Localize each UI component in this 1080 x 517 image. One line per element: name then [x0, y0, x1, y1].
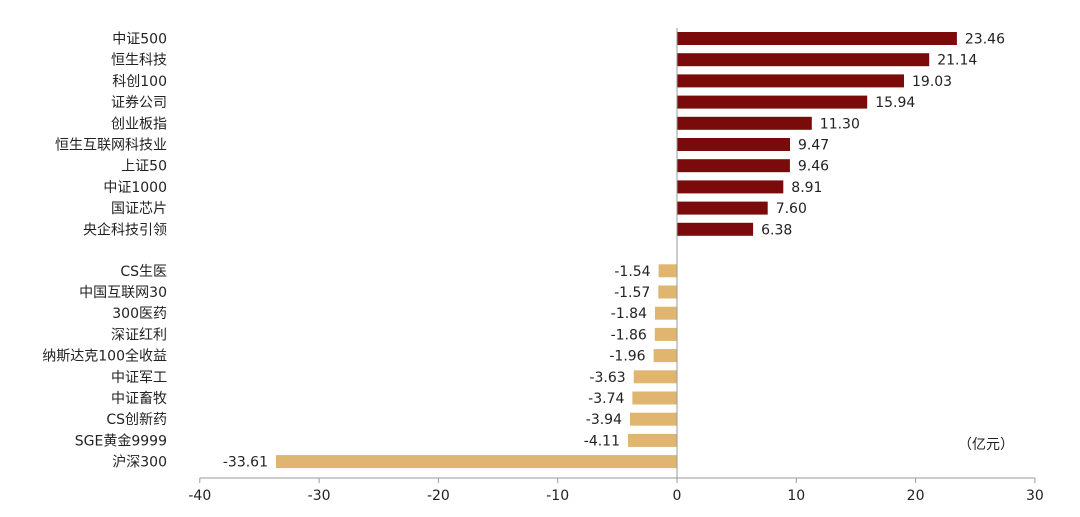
bar [677, 116, 812, 130]
bar [628, 433, 677, 447]
value-label: 9.46 [798, 159, 829, 175]
value-label: 8.91 [791, 180, 822, 196]
category-label: SGE黄金9999 [75, 432, 167, 449]
x-tick-label: -10 [546, 488, 569, 504]
value-label: -3.63 [589, 370, 625, 386]
value-label: -4.11 [584, 433, 620, 449]
value-label: -1.84 [611, 306, 647, 322]
bar [276, 455, 677, 469]
category-label: CS创新药 [106, 412, 167, 428]
bar [630, 412, 677, 426]
category-label: CS生医 [120, 264, 167, 280]
category-label: 300医药 [112, 306, 167, 322]
category-label: 中证军工 [111, 370, 167, 386]
value-label: 21.14 [937, 53, 977, 69]
category-label: 创业板指 [111, 116, 167, 132]
category-label: 恒生互联网科技业 [55, 138, 167, 154]
value-label: -3.74 [588, 391, 624, 407]
category-label: 科创100 [112, 74, 167, 90]
value-labels-group: 23.46 21.14 19.03 15.94 11.30 9.47 9.46 8.91 7.6… [223, 32, 1005, 471]
bar [653, 349, 677, 363]
value-label: -33.61 [223, 455, 268, 471]
category-label: 中国互联网30 [79, 285, 167, 301]
category-label: 深证红利 [111, 327, 167, 343]
value-label: -1.96 [609, 349, 645, 365]
bar [633, 370, 677, 384]
value-label: 7.60 [776, 201, 807, 217]
value-label: -1.57 [614, 285, 650, 301]
x-tick-label: -30 [308, 488, 331, 504]
value-label: 23.46 [965, 32, 1005, 48]
bar [677, 95, 868, 109]
value-label: 9.47 [798, 138, 829, 154]
bar [658, 264, 677, 278]
x-tick-label: 0 [673, 488, 682, 504]
bar [677, 138, 790, 151]
bar [677, 53, 930, 67]
category-label: 沪深300 [112, 455, 167, 471]
bar [677, 222, 754, 236]
category-label: 国证芯片 [111, 201, 167, 217]
value-label: -1.54 [614, 264, 650, 280]
bar [677, 74, 904, 88]
x-tick-label: 10 [787, 488, 805, 504]
bar [658, 285, 677, 299]
bars-group [276, 32, 957, 469]
category-label: 中证1000 [103, 180, 167, 196]
x-axis: -40 -30 -20 -10 0 10 20 30 [188, 28, 1044, 504]
bar [632, 391, 677, 405]
bar [677, 32, 957, 45]
value-label: 19.03 [912, 74, 952, 90]
value-label: -3.94 [586, 412, 622, 428]
category-label: 上证50 [121, 159, 167, 175]
bar [655, 306, 677, 320]
category-label: 恒生科技 [111, 53, 167, 69]
category-label: 证券公司 [111, 95, 167, 111]
bar [677, 180, 784, 194]
bar [654, 327, 677, 341]
x-tick-label: -40 [188, 488, 211, 504]
bar [677, 201, 768, 215]
category-label: 中证畜牧 [111, 391, 167, 407]
bar [677, 159, 790, 173]
value-label: 15.94 [875, 95, 915, 111]
x-tick-label: -20 [427, 488, 450, 504]
value-label: -1.86 [611, 327, 647, 343]
value-label: 11.30 [820, 116, 860, 132]
x-tick-label: 20 [907, 488, 925, 504]
category-label: 央企科技引领 [83, 221, 167, 238]
unit-label: （亿元） [958, 437, 1014, 453]
category-label: 纳斯达克100全收益 [42, 348, 167, 365]
x-tick-label: 30 [1026, 488, 1044, 504]
category-label: 中证500 [112, 32, 167, 48]
value-label: 6.38 [761, 222, 792, 238]
